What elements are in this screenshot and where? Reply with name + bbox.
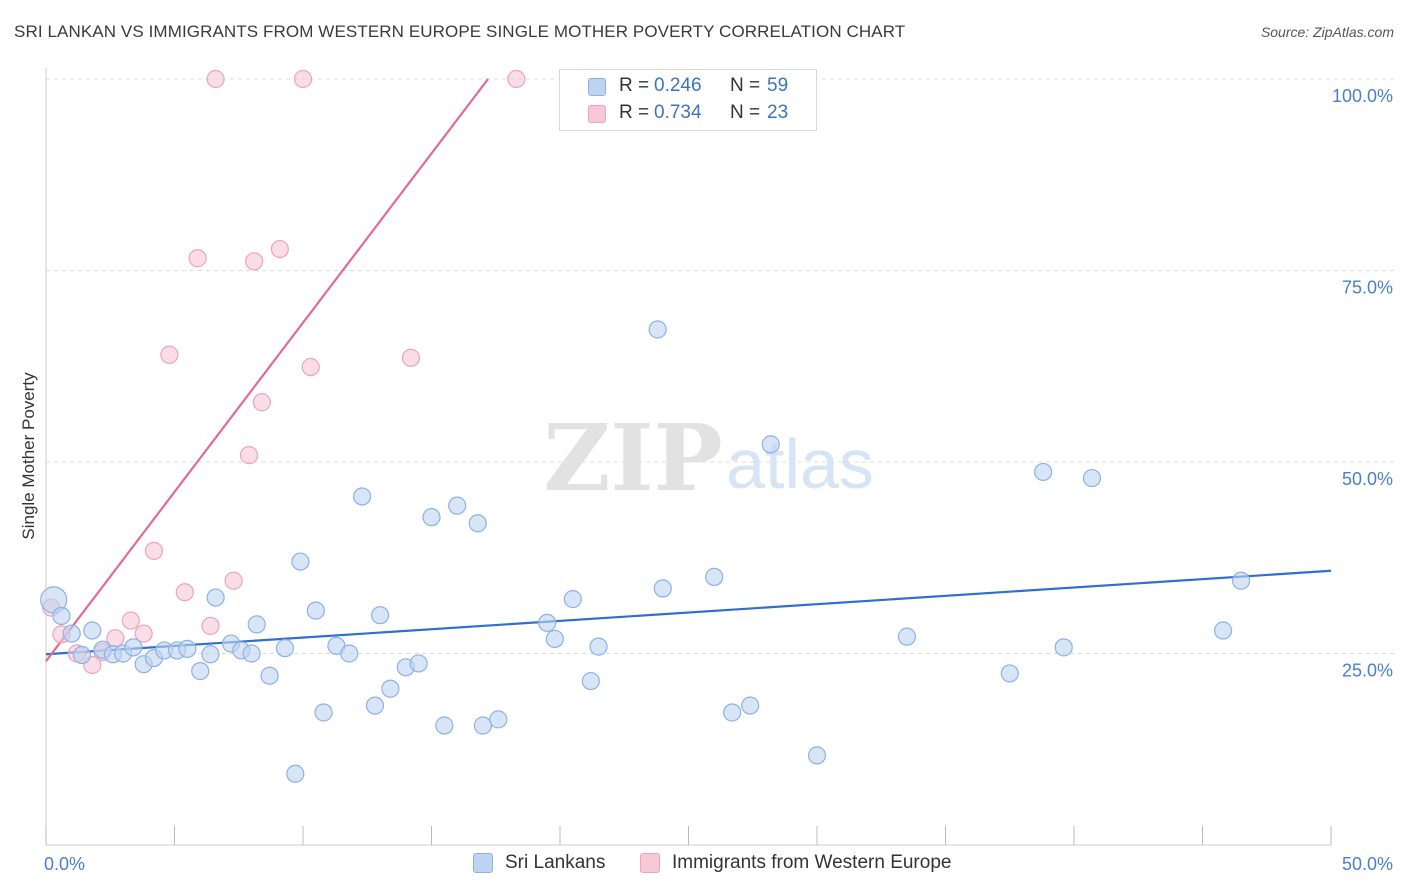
western-europe-point <box>201 616 220 636</box>
data-points <box>40 69 1251 783</box>
sri-lankan-point <box>72 645 92 665</box>
sri-lankan-point <box>1000 664 1019 683</box>
sri-lankan-point <box>648 320 667 339</box>
western-europe-point <box>160 345 179 364</box>
western-europe-point <box>188 249 207 268</box>
watermark-atlas: atlas <box>726 425 874 503</box>
legend-swatch-blue <box>588 78 606 96</box>
sri-lankan-point <box>365 696 385 715</box>
sri-lankan-point <box>1082 468 1102 488</box>
sri-lankan-point <box>473 716 492 735</box>
sri-lankan-point <box>653 579 672 598</box>
sri-lankan-point <box>52 606 71 626</box>
sri-lankan-point <box>581 671 600 691</box>
sri-lankan-point <box>353 487 372 506</box>
western-europe-point <box>175 583 194 602</box>
sri-lankan-point <box>489 710 508 729</box>
sri-lankan-point <box>286 764 305 783</box>
sri-lankan-trend-line <box>45 569 1332 656</box>
sri-lankan-point <box>247 615 266 634</box>
sri-lankan-point <box>1054 638 1073 657</box>
sri-lankan-point <box>275 639 295 658</box>
source-credit: Source: ZipAtlas.com <box>1260 24 1394 40</box>
sri-lankan-point <box>422 508 441 527</box>
western-europe-point <box>206 69 225 89</box>
sri-lankan-point <box>897 627 917 646</box>
sri-lankan-point <box>761 435 780 454</box>
western-europe-point <box>239 446 259 465</box>
sri-lankan-point <box>62 624 81 643</box>
sri-lankan-point <box>545 629 564 649</box>
y-tick-label: 25.0% <box>1342 661 1393 681</box>
sri-lankan-point <box>538 613 557 632</box>
y-tick-label: 75.0% <box>1342 278 1393 298</box>
n-value: 23 <box>767 102 789 123</box>
sri-lankan-point <box>291 552 310 571</box>
r-value: 0.246 <box>654 75 702 96</box>
r-label: R = <box>619 102 650 123</box>
western-europe-point <box>134 624 153 643</box>
sri-lankan-point <box>409 654 428 673</box>
sri-lankan-point <box>191 662 210 681</box>
legend-swatch-pink <box>588 105 606 123</box>
n-label: N = <box>730 75 761 96</box>
western-europe-point <box>293 69 313 89</box>
y-tick-label: 100.0% <box>1332 86 1393 106</box>
watermark-zip: ZIP <box>543 404 722 512</box>
x-tick-label: 50.0% <box>1342 854 1393 874</box>
sri-lankan-point <box>468 514 487 533</box>
x-tick-label: 0.0% <box>44 854 85 874</box>
western-europe-point <box>224 571 243 590</box>
western-europe-point <box>144 541 164 560</box>
legend-label: Sri Lankans <box>505 852 606 873</box>
sri-lankan-point <box>741 696 760 715</box>
western-europe-point <box>245 252 264 271</box>
sri-lankan-point <box>178 639 197 659</box>
trend-lines <box>45 78 1332 662</box>
western-europe-point <box>121 611 140 630</box>
sri-lankan-point <box>1034 462 1053 482</box>
sri-lankan-point <box>124 638 143 657</box>
sri-lankan-point <box>201 645 220 664</box>
r-value: 0.734 <box>654 102 702 123</box>
western-europe-point <box>507 69 526 89</box>
western-europe-point <box>301 357 320 377</box>
sri-lankan-point <box>306 601 325 620</box>
sri-lankan-point <box>1231 571 1251 590</box>
y-tick-label: 50.0% <box>1342 469 1393 489</box>
sri-lankan-point <box>589 637 608 656</box>
tick-labels: 25.0% 50.0% 75.0% 100.0% 0.0% 50.0% <box>44 86 1393 874</box>
r-label: R = <box>619 75 650 96</box>
axes <box>45 68 1332 846</box>
western-europe-point <box>252 393 271 412</box>
legend-label: Immigrants from Western Europe <box>672 852 952 873</box>
western-europe-point <box>270 239 289 259</box>
sri-lankan-point <box>260 666 279 685</box>
sri-lankan-point <box>1213 621 1233 640</box>
western-europe-trend-line <box>45 78 489 662</box>
sri-lankan-point <box>563 590 582 609</box>
sri-lankan-point <box>448 496 467 515</box>
sri-lankan-point <box>83 621 102 640</box>
n-label: N = <box>730 102 761 123</box>
sri-lankan-point <box>705 567 724 587</box>
sri-lankan-point <box>314 703 333 722</box>
legend-swatch-pink <box>640 853 660 873</box>
sri-lankan-point <box>435 716 454 735</box>
chart-title: SRI LANKAN VS IMMIGRANTS FROM WESTERN EU… <box>14 22 906 41</box>
sri-lankan-point <box>242 644 261 663</box>
sri-lankan-point <box>723 703 742 722</box>
sri-lankan-point <box>807 746 827 765</box>
western-europe-point <box>401 348 421 367</box>
sri-lankan-point <box>371 606 390 625</box>
sri-lankan-point <box>340 644 359 663</box>
sri-lankan-point <box>381 679 400 698</box>
sri-lankan-point <box>206 588 225 607</box>
grid-lines <box>46 78 1394 654</box>
correlation-legend: R = 0.246 N = 59 R = 0.734 N = 23 <box>559 69 817 131</box>
y-axis-label: Single Mother Poverty <box>19 372 38 540</box>
n-value: 59 <box>767 75 789 96</box>
legend-swatch-blue <box>473 853 493 873</box>
